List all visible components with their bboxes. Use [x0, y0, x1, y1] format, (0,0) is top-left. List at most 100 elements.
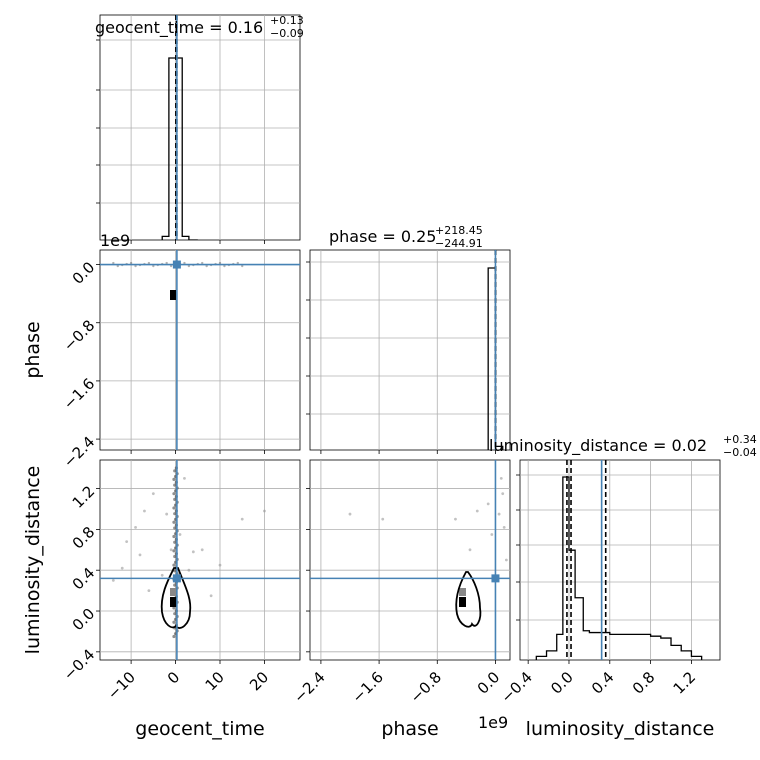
scatter-point	[468, 548, 472, 552]
scatter-point	[173, 583, 177, 587]
title-geocent-time-plus: +0.13	[270, 14, 304, 27]
scatter-point	[172, 520, 176, 524]
scatter-point	[173, 469, 177, 473]
scatter-point	[152, 264, 155, 268]
scatter-point	[183, 476, 186, 480]
scatter-point	[173, 612, 177, 616]
tick-label-x: −0.4	[497, 668, 535, 706]
scatter-point	[129, 261, 133, 265]
panel-phase-hist	[309, 249, 511, 451]
panel-geocent-time-hist	[99, 14, 301, 241]
scatter-point	[236, 261, 239, 265]
scatter-point	[134, 264, 137, 268]
truth-marker	[172, 574, 181, 583]
tick-label-y: 0.4	[69, 564, 99, 594]
density-contour	[455, 571, 482, 628]
scatter-point	[172, 477, 176, 481]
scatter-point	[147, 589, 151, 593]
tick-label-y: −0.8	[60, 316, 98, 354]
scatter-point	[120, 566, 124, 570]
tick-label-x: 0.4	[588, 668, 618, 698]
title-phase: phase = 0.25	[329, 227, 436, 246]
scatter-point	[138, 553, 142, 557]
xlabel-phase: phase	[381, 718, 438, 740]
scatter-point	[172, 620, 176, 624]
title-luminosity-distance-minus: −0.04	[723, 446, 757, 459]
scatter-point	[172, 492, 176, 496]
scatter-point	[147, 261, 151, 265]
scatter-point	[173, 554, 177, 559]
scatter-point	[172, 606, 176, 610]
scatter-point	[112, 261, 115, 265]
scatter-point	[218, 261, 222, 265]
scatter-point	[160, 573, 164, 577]
scatter-point	[209, 594, 213, 598]
density-core	[170, 597, 177, 607]
scatter-point	[454, 517, 457, 521]
density-core	[170, 588, 177, 596]
scatter-point	[218, 563, 222, 567]
ylabel-phase: phase	[22, 321, 44, 378]
scatter-point	[125, 540, 129, 544]
tick-label-y: −1.6	[60, 375, 98, 413]
scatter-point	[172, 563, 176, 567]
xlabel-geocent-time: geocent_time	[135, 718, 264, 740]
density-core	[170, 290, 176, 300]
scatter-point	[172, 549, 176, 553]
scatter-point	[475, 509, 479, 513]
tick-label-x: 0.0	[547, 668, 577, 698]
scatter-point	[173, 497, 177, 501]
scatter-point	[223, 264, 226, 268]
tick-label-x: 0	[164, 668, 183, 687]
scatter-point	[502, 525, 506, 529]
scatter-point	[173, 512, 177, 516]
density-core	[459, 597, 466, 607]
scatter-point	[183, 261, 186, 265]
scatter-point	[191, 550, 195, 554]
scatter-point	[205, 264, 208, 268]
density-core	[459, 588, 466, 596]
scatter-point	[173, 540, 177, 544]
scatter-point	[501, 492, 505, 496]
tick-label-x: 0.8	[629, 668, 659, 698]
scatter-point	[116, 264, 119, 268]
scatter-point	[169, 264, 173, 268]
density-contour	[160, 567, 192, 629]
scatter-point	[240, 517, 244, 521]
tick-label-x: −0.8	[407, 668, 445, 706]
panel-luminosity-vs-phase	[309, 459, 511, 661]
scatter-point	[348, 512, 352, 516]
tick-label-y: 1.2	[69, 482, 99, 512]
tick-label-x: −1.6	[348, 668, 386, 706]
histogram-luminosity-distance	[535, 476, 703, 660]
panel-luminosity-vs-geocent-time	[99, 459, 301, 661]
tick-label-y: 0.8	[69, 523, 99, 553]
title-luminosity-distance: luminosity_distance = 0.02	[489, 436, 707, 456]
scatter-point	[178, 533, 182, 536]
title-phase-plus: +218.45	[435, 224, 483, 237]
title-phase-minus: −244.91	[435, 237, 483, 250]
scatter-point	[504, 558, 508, 562]
scatter-point	[165, 512, 169, 516]
title-geocent-time: geocent_time = 0.16	[95, 18, 263, 38]
xlabel-luminosity-distance: luminosity_distance	[526, 718, 715, 740]
scatter-point	[134, 525, 137, 529]
scatter-point	[173, 483, 177, 487]
scatter-point	[172, 534, 176, 539]
title-luminosity-distance-plus: +0.34	[723, 433, 757, 446]
ylabel-luminosity-distance: luminosity_distance	[22, 466, 44, 655]
scatter-point	[490, 533, 494, 536]
tick-label-x: 1.2	[670, 668, 700, 698]
scatter-point	[143, 509, 146, 513]
scatter-point	[165, 261, 168, 265]
offset-label-phase-y: 1e9	[100, 231, 130, 250]
panel-phase-vs-geocent-time	[99, 249, 301, 451]
scatter-point	[172, 634, 176, 639]
scatter-point	[172, 506, 176, 510]
tick-label-x: 10	[202, 668, 228, 694]
scatter-point	[201, 261, 204, 265]
scatter-point	[200, 548, 204, 552]
tick-label-y: −2.4	[60, 433, 98, 471]
scatter-point	[497, 512, 501, 516]
